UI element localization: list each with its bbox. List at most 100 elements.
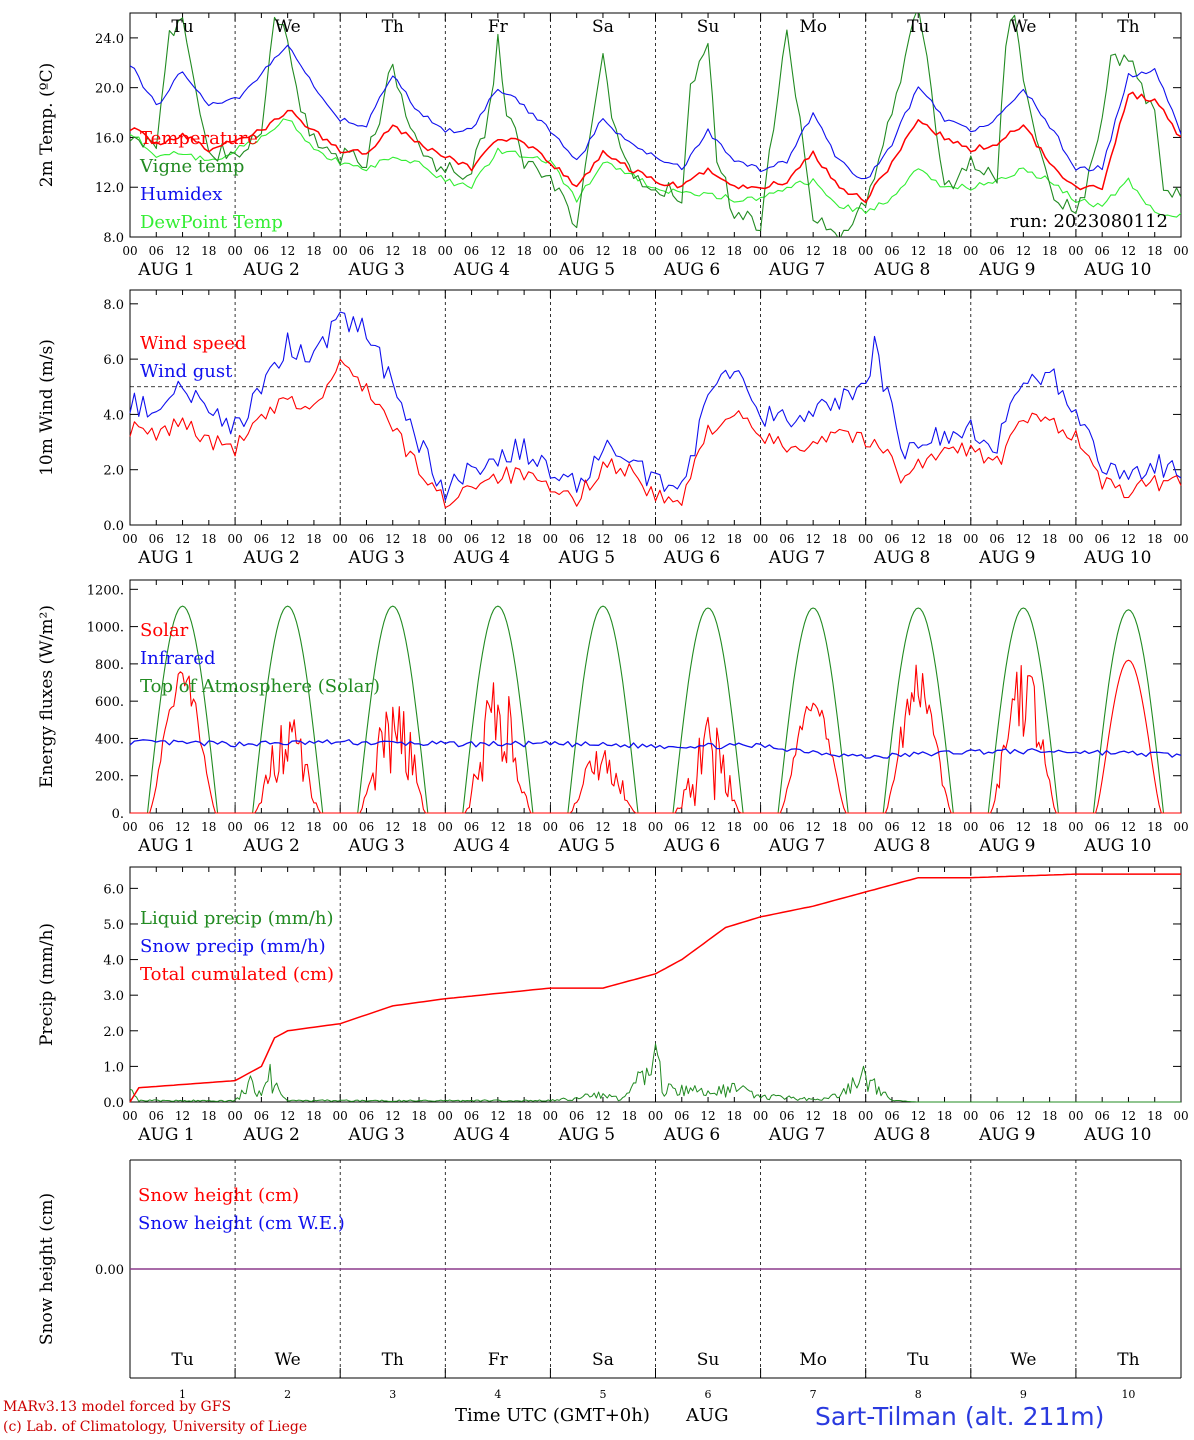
hour-tick-label: 18 — [411, 820, 426, 834]
date-label: AUG 7 — [768, 260, 825, 280]
weekday-label: Tu — [907, 1350, 929, 1370]
weekday-label: Tu — [907, 17, 929, 37]
y-tick-label: 800. — [95, 658, 124, 673]
hour-tick-label: 18 — [411, 1109, 426, 1123]
y-tick-label: 2.0 — [103, 464, 124, 479]
hour-tick-label: 06 — [674, 820, 689, 834]
date-label: AUG 3 — [347, 548, 404, 568]
legend-entry: Wind speed — [140, 333, 246, 354]
date-label: AUG 8 — [873, 1125, 930, 1145]
hour-tick-label: 06 — [149, 1109, 164, 1123]
temperature-panel: 8.0 12.0 16.0 20.0 24.0 Tu We Th Fr Sa Su Mo Tu We Th T… — [37, 12, 1189, 280]
hour-tick-label: 12 — [806, 532, 821, 546]
hour-tick-label: 06 — [359, 532, 374, 546]
hour-tick-label: 12 — [911, 820, 926, 834]
hour-tick-label: 06 — [779, 1109, 794, 1123]
hour-tick-label: 00 — [438, 244, 453, 258]
hour-tick-label: 18 — [516, 532, 531, 546]
date-label: AUG 6 — [663, 260, 720, 280]
y-tick-label: 1.0 — [103, 1060, 124, 1075]
hour-tick-label: 12 — [175, 244, 190, 258]
legend-entry: Snow height (cm W.E.) — [138, 1213, 345, 1234]
hour-tick-label: 00 — [122, 1109, 137, 1123]
date-label: AUG 10 — [1083, 548, 1151, 568]
hour-tick-label: 12 — [911, 1109, 926, 1123]
date-label: AUG 8 — [873, 548, 930, 568]
hour-tick-label: 06 — [989, 1109, 1004, 1123]
hour-tick-label: 06 — [989, 532, 1004, 546]
y-axis-label: Snow height (cm) — [37, 1193, 57, 1345]
hour-tick-label: 18 — [622, 1109, 637, 1123]
date-label: AUG 10 — [1083, 836, 1151, 856]
series-line-temperature — [130, 91, 1181, 204]
hour-tick-label: 12 — [595, 244, 610, 258]
date-label: AUG 1 — [137, 548, 194, 568]
hour-tick-label: 06 — [254, 1109, 269, 1123]
hour-tick-label: 18 — [201, 1109, 216, 1123]
hour-tick-label: 00 — [858, 1109, 873, 1123]
date-label: AUG 5 — [558, 836, 615, 856]
hour-tick-label: 00 — [438, 1109, 453, 1123]
hour-tick-label: 00 — [753, 244, 768, 258]
hour-tick-label: 00 — [963, 820, 978, 834]
hour-tick-label: 18 — [727, 820, 742, 834]
hour-tick-label: 18 — [516, 1109, 531, 1123]
legend-entry: Wind gust — [140, 361, 233, 382]
hour-tick-label: 18 — [411, 244, 426, 258]
date-label: AUG 7 — [768, 1125, 825, 1145]
hour-tick-label: 00 — [858, 244, 873, 258]
hour-tick-label: 12 — [911, 244, 926, 258]
hour-tick-label: 00 — [1068, 820, 1083, 834]
infrared-line — [129, 739, 1182, 759]
y-tick-label: 3.0 — [103, 989, 124, 1004]
date-label: AUG 6 — [663, 836, 720, 856]
y-axis-label: Precip (mm/h) — [37, 923, 57, 1046]
weekday-label: Su — [697, 1350, 720, 1370]
hour-tick-label: 18 — [832, 244, 847, 258]
date-label: AUG 6 — [663, 548, 720, 568]
hour-tick-label: 00 — [1173, 532, 1188, 546]
hour-tick-label: 06 — [674, 244, 689, 258]
legend-entry: DewPoint Temp — [140, 212, 283, 233]
hour-tick-label: 18 — [832, 1109, 847, 1123]
hour-tick-label: 06 — [1095, 820, 1110, 834]
hour-tick-label: 12 — [595, 532, 610, 546]
hour-tick-label: 12 — [1121, 244, 1136, 258]
date-label: AUG 4 — [453, 260, 510, 280]
y-tick-label: 24.0 — [95, 32, 124, 47]
day-number-label: 6 — [705, 1388, 712, 1401]
date-label: AUG 6 — [663, 1125, 720, 1145]
hour-tick-label: 00 — [1068, 532, 1083, 546]
hour-tick-label: 12 — [1121, 820, 1136, 834]
hour-tick-label: 00 — [227, 244, 242, 258]
hour-tick-label: 00 — [122, 244, 137, 258]
total-cumulated-line — [129, 873, 1181, 1103]
hour-tick-label: 12 — [280, 820, 295, 834]
hour-tick-label: 00 — [1173, 820, 1188, 834]
y-tick-label: 0.00 — [95, 1263, 124, 1278]
date-label: AUG 3 — [347, 1125, 404, 1145]
hour-tick-label: 06 — [779, 820, 794, 834]
date-label: AUG 4 — [453, 548, 510, 568]
hour-tick-label: 18 — [201, 820, 216, 834]
weekday-label: Th — [1117, 1350, 1139, 1370]
legend-entry: Snow precip (mm/h) — [140, 936, 326, 957]
hour-tick-label: 18 — [937, 244, 952, 258]
date-label: AUG 7 — [768, 548, 825, 568]
date-label: AUG 9 — [978, 260, 1035, 280]
legend-entry: Humidex — [140, 184, 222, 205]
legend-entry: Temperature — [140, 128, 258, 149]
y-tick-label: 12.0 — [95, 181, 124, 196]
y-tick-label: 200. — [95, 770, 124, 785]
hour-tick-label: 00 — [543, 532, 558, 546]
hour-tick-label: 00 — [1068, 1109, 1083, 1123]
hour-tick-label: 06 — [989, 244, 1004, 258]
hour-tick-label: 00 — [1173, 244, 1188, 258]
y-tick-label: 600. — [95, 695, 124, 710]
y-tick-label: 8.0 — [103, 231, 124, 246]
legend-entry: Total cumulated (cm) — [140, 964, 334, 985]
weekday-label: We — [1010, 17, 1036, 37]
run-label: run: 2023080112 — [1010, 211, 1168, 232]
hour-tick-label: 12 — [1121, 532, 1136, 546]
hour-tick-label: 06 — [989, 820, 1004, 834]
